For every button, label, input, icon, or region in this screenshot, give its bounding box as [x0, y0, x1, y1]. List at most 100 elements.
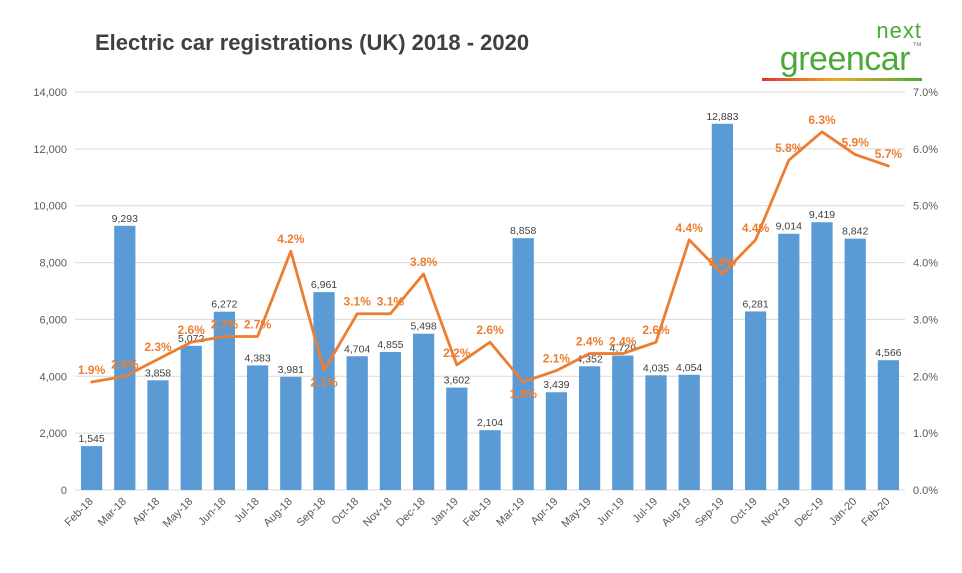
- bar: [81, 446, 102, 490]
- pct-label: 4.4%: [676, 221, 704, 235]
- pct-label: 3.8%: [709, 255, 737, 269]
- bar-value-label: 5,498: [410, 321, 436, 333]
- bar-value-label: 4,035: [643, 362, 669, 374]
- x-category: Jul-18: [232, 496, 262, 526]
- bar-value-label: 3,439: [543, 379, 569, 391]
- x-category: Aug-19: [660, 496, 694, 530]
- y-left-tick: 10,000: [33, 201, 67, 213]
- bar: [313, 292, 334, 490]
- bar: [413, 334, 434, 490]
- bar-value-label: 1,545: [78, 433, 104, 445]
- x-category: Nov-19: [759, 496, 793, 530]
- bar-value-label: 8,842: [842, 226, 868, 238]
- bar-value-label: 6,961: [311, 279, 337, 291]
- y-left-tick: 12,000: [33, 144, 67, 156]
- bar: [546, 392, 567, 490]
- bar-value-label: 3,602: [444, 375, 470, 387]
- bar-value-label: 3,858: [145, 367, 171, 379]
- x-category: Sep-19: [693, 496, 727, 530]
- x-category: Mar-18: [96, 496, 129, 529]
- logo-line1: next: [762, 20, 922, 42]
- x-category: Nov-18: [361, 496, 395, 530]
- bar: [181, 346, 202, 490]
- pct-label: 2.7%: [244, 317, 272, 331]
- y-right-tick: 6.0%: [913, 144, 938, 156]
- y-right-tick: 7.0%: [913, 87, 938, 99]
- x-category: Mar-19: [494, 496, 527, 529]
- x-category: Oct-19: [728, 496, 760, 528]
- bar-value-label: 4,566: [875, 347, 901, 359]
- pct-label: 1.9%: [510, 387, 538, 401]
- y-right-tick: 3.0%: [913, 314, 938, 326]
- x-category: Dec-18: [394, 496, 428, 530]
- x-category: Jun-18: [196, 496, 228, 528]
- bar-value-label: 9,293: [112, 213, 138, 225]
- x-category: Jun-19: [595, 496, 627, 528]
- pct-label: 2.1%: [310, 376, 338, 390]
- pct-label: 2.2%: [443, 346, 471, 360]
- bar-value-label: 9,419: [809, 209, 835, 221]
- bar: [612, 356, 633, 490]
- x-category: Feb-19: [461, 496, 494, 529]
- pct-label: 3.8%: [410, 255, 438, 269]
- pct-label: 2.6%: [642, 323, 670, 337]
- pct-label: 2.3%: [144, 340, 172, 354]
- pct-label: 2.0%: [111, 357, 139, 371]
- bar: [679, 375, 700, 490]
- pct-label: 6.3%: [808, 113, 836, 127]
- y-left-tick: 4,000: [39, 371, 67, 383]
- bar-value-label: 12,883: [706, 111, 738, 123]
- bar-value-label: 6,281: [742, 298, 768, 310]
- bar: [811, 222, 832, 490]
- bar: [878, 360, 899, 490]
- x-category: Oct-18: [330, 496, 362, 528]
- y-left-tick: 6,000: [39, 314, 67, 326]
- y-right-tick: 4.0%: [913, 258, 938, 270]
- logo: next greencar™: [762, 20, 922, 81]
- bar-value-label: 4,383: [244, 352, 270, 364]
- bar: [479, 430, 500, 490]
- y-left-tick: 8,000: [39, 258, 67, 270]
- bar: [778, 234, 799, 490]
- pct-label: 2.7%: [211, 317, 239, 331]
- pct-label: 2.6%: [476, 323, 504, 337]
- pct-label: 2.6%: [178, 323, 206, 337]
- bar-value-label: 4,855: [377, 339, 403, 351]
- x-category: Jan-19: [429, 496, 461, 528]
- pct-label: 1.9%: [78, 363, 106, 377]
- bar-value-label: 3,981: [278, 364, 304, 376]
- bar-value-label: 2,104: [477, 417, 503, 429]
- bar: [712, 124, 733, 490]
- y-left-tick: 14,000: [33, 87, 67, 99]
- bar: [347, 356, 368, 490]
- bar-value-label: 4,054: [676, 362, 702, 374]
- y-right-tick: 1.0%: [913, 428, 938, 440]
- x-category: Apr-19: [529, 496, 561, 528]
- x-category: Jan-20: [827, 496, 859, 528]
- bar: [280, 377, 301, 490]
- bar: [147, 380, 168, 490]
- pct-label: 4.2%: [277, 232, 305, 246]
- x-category: May-19: [559, 496, 593, 530]
- logo-tm: ™: [912, 41, 922, 52]
- pct-label: 3.1%: [344, 295, 372, 309]
- bar-value-label: 8,858: [510, 225, 536, 237]
- pct-label: 3.1%: [377, 295, 405, 309]
- y-right-tick: 2.0%: [913, 371, 938, 383]
- y-right-tick: 0.0%: [913, 485, 938, 497]
- x-category: Feb-20: [859, 496, 892, 529]
- x-category: Feb-18: [63, 496, 96, 529]
- combo-chart: 0 2,000 4,000 6,000 8,000 10,000 12,000 14,000 0…: [0, 0, 962, 573]
- pct-label: 2.4%: [609, 335, 637, 349]
- y-left-tick: 0: [61, 485, 67, 497]
- bar-value-label: 6,272: [211, 299, 237, 311]
- y-right-tick: 5.0%: [913, 201, 938, 213]
- x-category: Sep-18: [295, 496, 329, 530]
- x-category: Dec-19: [793, 496, 827, 530]
- pct-label: 5.9%: [842, 136, 870, 150]
- x-category: May-18: [161, 496, 195, 530]
- bar: [446, 388, 467, 490]
- bar: [845, 239, 866, 490]
- bar-value-label: 4,704: [344, 343, 370, 355]
- y-left-tick: 2,000: [39, 428, 67, 440]
